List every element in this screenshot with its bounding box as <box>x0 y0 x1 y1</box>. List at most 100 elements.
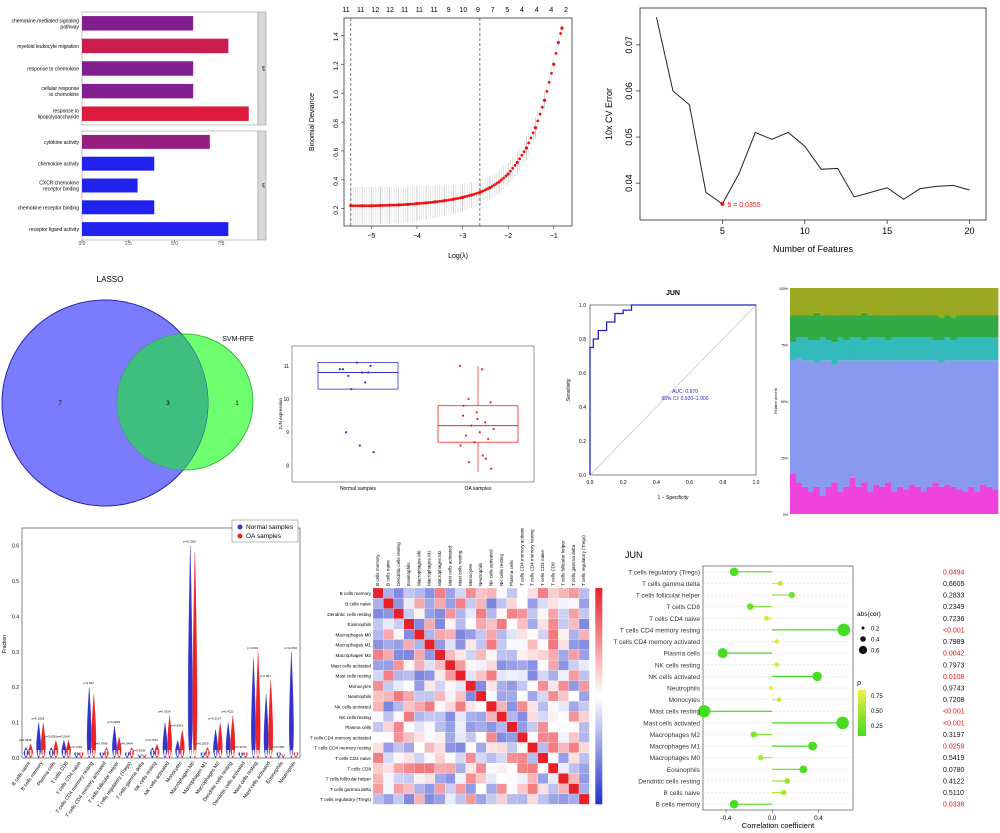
lollipop-frame <box>702 565 854 811</box>
stacked-segment <box>825 339 832 361</box>
heatmap-cell <box>455 629 466 640</box>
heatmap-cell <box>465 783 477 795</box>
heatmap-cell <box>475 649 487 661</box>
heatmap-cell <box>517 680 528 692</box>
stacked-segment <box>956 360 963 490</box>
heatmap-cell <box>403 629 415 640</box>
lasso-point <box>533 126 538 130</box>
heatmap-cell <box>383 783 394 795</box>
lasso-point <box>488 186 492 190</box>
lasso-ytick-label: 1.0 <box>333 90 340 99</box>
heatmap-cell <box>475 680 487 692</box>
heatmap-cell <box>578 752 590 764</box>
violin-box <box>240 750 242 756</box>
lasso-point <box>406 202 410 206</box>
heatmap-cell <box>414 618 425 630</box>
stacked-segment <box>986 360 993 487</box>
stacked-segment <box>962 315 969 338</box>
cv-min-point <box>720 201 725 206</box>
heatmap-cell <box>496 793 508 805</box>
heatmap-cell <box>414 783 425 795</box>
heatmap-col-label: Macrophages M0 <box>416 550 421 586</box>
violin-box <box>232 750 234 756</box>
heatmap-cell <box>445 680 456 692</box>
lollipop-dot <box>764 615 769 621</box>
heatmap-cell <box>434 701 446 712</box>
lasso-point <box>515 160 519 165</box>
lollipop-row-label: Monocytes <box>669 697 701 704</box>
heatmap-cell <box>517 618 528 630</box>
roc-ylabel: Sensitivity <box>566 378 572 401</box>
box-point <box>367 371 370 374</box>
cv-error-line <box>655 17 970 205</box>
stacked-segment <box>950 360 957 487</box>
violin-box <box>194 750 196 756</box>
heatmap-cell <box>455 587 466 599</box>
lasso-top-label: 10 <box>459 7 467 14</box>
box-point <box>475 411 478 414</box>
heatmap-cell <box>434 783 446 795</box>
venn-svm-label: SVM-RFE <box>222 336 254 343</box>
heatmap-cell <box>578 587 590 599</box>
heatmap-cell <box>548 711 559 723</box>
heatmap-cell <box>537 618 549 630</box>
lollipop-size-legend-dot <box>858 645 868 655</box>
heatmap-cell <box>383 618 394 630</box>
heatmap-cell <box>506 670 518 681</box>
violin-shape <box>230 715 236 759</box>
heatmap-cell <box>558 598 569 609</box>
violin-box <box>50 750 53 756</box>
roc-xtick-label: 1.0 <box>753 480 760 486</box>
box-point <box>338 368 342 371</box>
stacked-segment <box>914 360 922 487</box>
heatmap-cell <box>578 598 590 609</box>
stacked-segment <box>926 486 934 514</box>
heatmap-col-label: B cells naive <box>385 560 390 586</box>
heatmap-cell <box>558 711 569 723</box>
violin-pvalue: p=0.2349 <box>57 734 70 738</box>
lollipop-dot <box>799 765 808 774</box>
go-facet-strip <box>257 11 267 126</box>
lasso-point <box>397 203 401 207</box>
stacked-segment <box>962 491 969 514</box>
lasso-point <box>556 40 560 45</box>
heatmap-cell <box>496 608 508 619</box>
box-ytick-label: 10 <box>283 397 289 403</box>
box-point <box>462 404 465 407</box>
stacked-segment <box>968 288 975 316</box>
lasso-point <box>422 201 426 205</box>
venn-overlap <box>117 334 208 470</box>
heatmap-cell <box>506 608 518 619</box>
heatmap-cell <box>537 690 549 702</box>
lasso-xtick-label: −2 <box>504 233 512 240</box>
heatmap-cell <box>424 649 435 661</box>
heatmap-cell <box>434 587 446 599</box>
stacked-segment <box>974 288 981 316</box>
heatmap-cell <box>424 618 435 630</box>
heatmap-col-label: Mast cells resting <box>458 550 463 586</box>
lasso-top-label: 9 <box>447 7 451 14</box>
violin-pvalue: p=0.4122 <box>221 710 234 714</box>
heatmap-row-label: Macrophages M0 <box>336 632 372 637</box>
heatmap-cell <box>486 711 497 723</box>
heatmap-row-label: Eosinophils <box>348 622 372 627</box>
heatmap-cell <box>517 608 528 619</box>
stacked-segment <box>920 360 928 492</box>
violin-legend-oa-dot <box>237 533 243 539</box>
lasso-point <box>358 204 362 208</box>
stacked-segment <box>795 482 803 514</box>
heatmap-cell <box>548 629 559 640</box>
heatmap-cell <box>506 598 518 609</box>
heatmap-col-label: T cells follicular helper <box>561 540 566 586</box>
heatmap-cell <box>486 721 497 733</box>
heatmap-cell <box>403 773 415 784</box>
stacked-segment <box>801 360 809 487</box>
lollipop-pvalue: 0.6605 <box>943 581 965 588</box>
stacked-segment <box>885 482 892 514</box>
stacked-segment <box>790 315 797 343</box>
lasso-point <box>354 204 357 208</box>
heatmap-cell <box>465 742 477 753</box>
heatmap-cell <box>414 690 425 702</box>
heatmap-cell <box>475 660 487 671</box>
heatmap-cell <box>424 783 435 795</box>
